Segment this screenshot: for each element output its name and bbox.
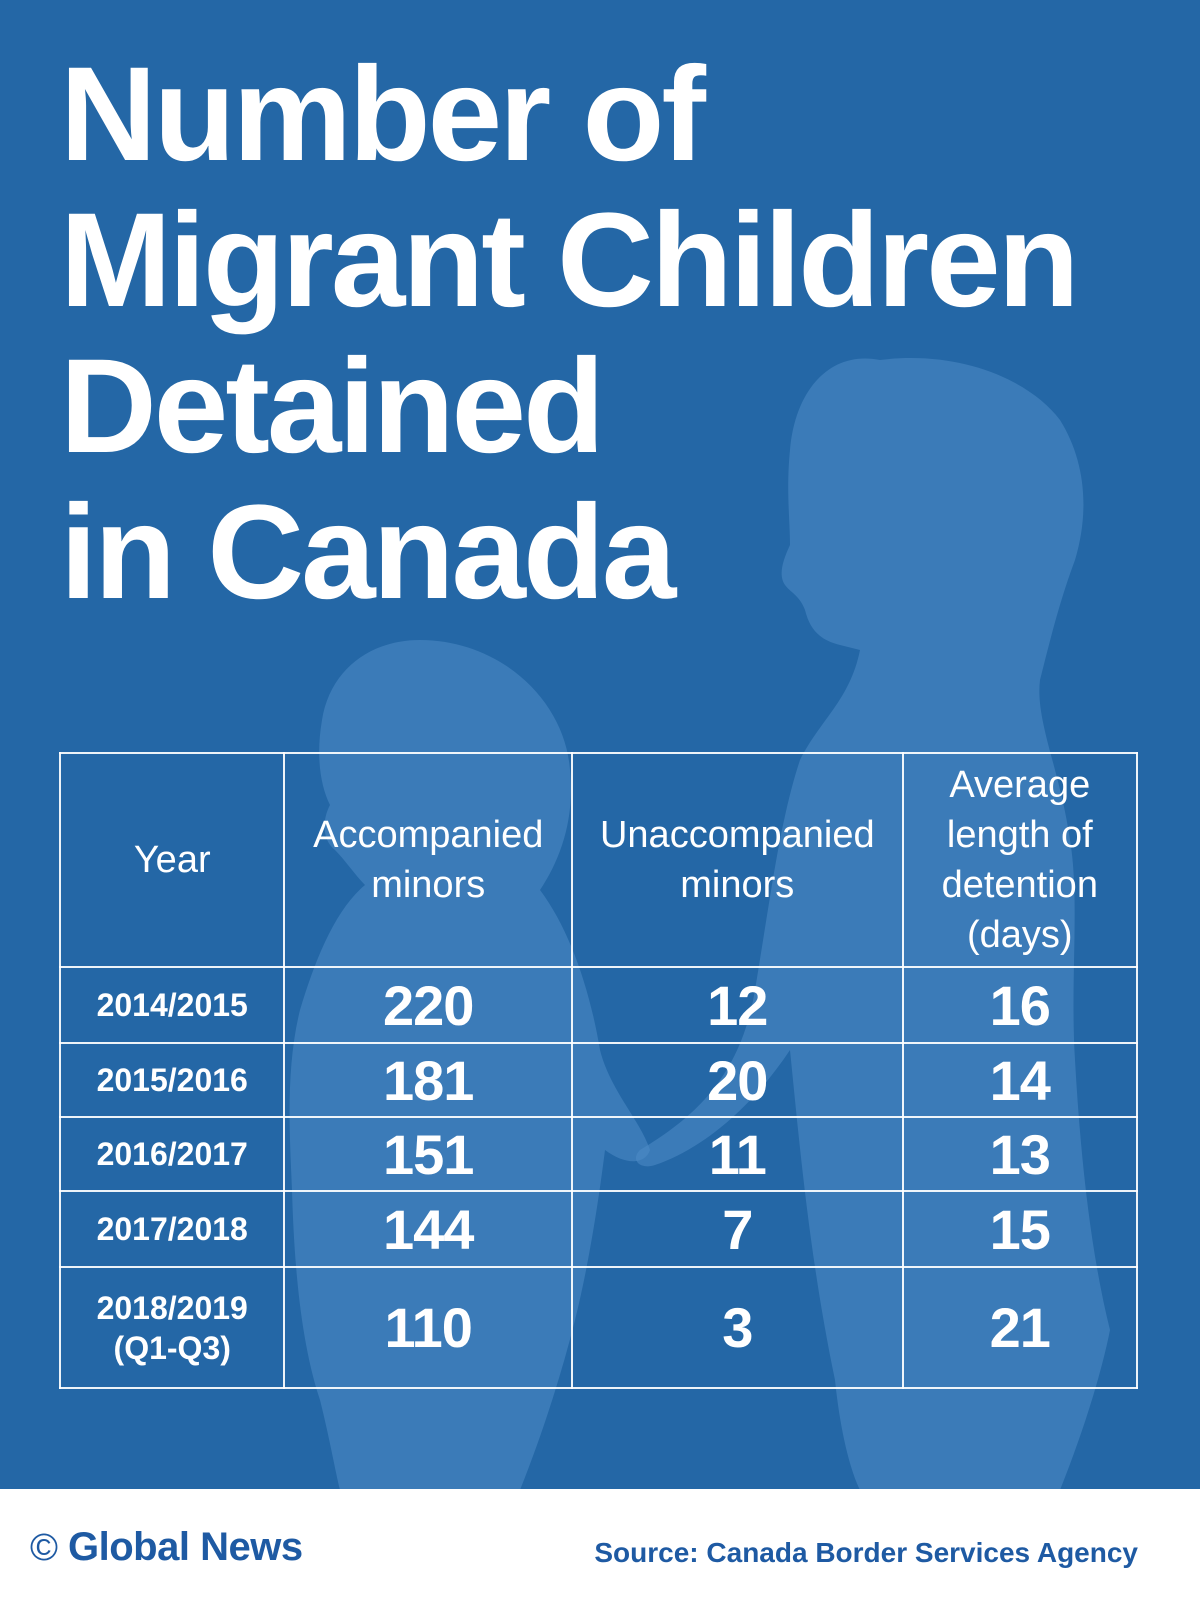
column-header-avg-detention: Average length of detention (days) <box>901 752 1139 968</box>
accompanied-cell: 151 <box>283 1116 573 1192</box>
title-line: Detained <box>60 332 605 481</box>
header-line: Unaccompanied <box>599 814 875 856</box>
year-line: 2015/2016 <box>96 1062 248 1098</box>
accompanied-cell: 181 <box>283 1042 573 1118</box>
unaccompanied-cell: 11 <box>571 1116 904 1192</box>
title-line: Number of <box>60 40 706 189</box>
accompanied-cell: 110 <box>283 1266 573 1389</box>
header-line: Accompanied <box>313 814 544 856</box>
avg-detention-cell: 14 <box>901 1042 1139 1118</box>
footer: © Global News Source: Canada Border Serv… <box>0 1489 1200 1608</box>
year-line: 2014/2015 <box>96 987 248 1023</box>
table-row: 2018/2019 (Q1-Q3) 110 3 21 <box>58 1266 1139 1389</box>
header-line: minors <box>680 864 795 906</box>
year-cell: 2015/2016 <box>58 1042 286 1118</box>
table-row: 2017/2018 144 7 15 <box>58 1190 1139 1268</box>
header-line: detention <box>941 864 1098 906</box>
header-line: (days) <box>967 914 1073 956</box>
brand-logo: © Global News <box>30 1525 303 1570</box>
year-line: (Q1-Q3) <box>113 1329 231 1366</box>
accompanied-cell: 220 <box>283 966 573 1044</box>
column-header-year: Year <box>58 752 286 968</box>
unaccompanied-cell: 7 <box>571 1190 904 1268</box>
source-credit: Source: Canada Border Services Agency <box>594 1537 1138 1568</box>
table-header-row: Year Accompanied minors Unaccompanied mi… <box>58 752 1139 968</box>
header-line: Average <box>949 764 1091 806</box>
year-cell: 2017/2018 <box>58 1190 286 1268</box>
title-line: Migrant Children <box>60 186 1080 335</box>
year-cell: 2014/2015 <box>58 966 286 1044</box>
avg-detention-cell: 16 <box>901 966 1139 1044</box>
year-line: 2017/2018 <box>96 1211 248 1247</box>
avg-detention-cell: 21 <box>901 1266 1139 1389</box>
title-line: in Canada <box>60 478 676 627</box>
avg-detention-cell: 13 <box>901 1116 1139 1192</box>
year-line: 2018/2019 <box>96 1289 248 1326</box>
brand-name: Global News <box>68 1525 303 1569</box>
column-header-unaccompanied: Unaccompanied minors <box>571 752 904 968</box>
unaccompanied-cell: 12 <box>571 966 904 1044</box>
unaccompanied-cell: 20 <box>571 1042 904 1118</box>
header-line: length of <box>946 814 1093 856</box>
infographic-title: Number of Migrant Children Detained in C… <box>60 40 1080 627</box>
year-cell: 2016/2017 <box>58 1116 286 1192</box>
header-line: Year <box>133 839 211 881</box>
table-row: 2015/2016 181 20 14 <box>58 1042 1139 1118</box>
copyright-icon: © <box>30 1526 58 1569</box>
year-line: 2016/2017 <box>96 1136 248 1172</box>
detention-table: Year Accompanied minors Unaccompanied mi… <box>58 752 1139 1389</box>
unaccompanied-cell: 3 <box>571 1266 904 1389</box>
table-row: 2014/2015 220 12 16 <box>58 966 1139 1044</box>
avg-detention-cell: 15 <box>901 1190 1139 1268</box>
accompanied-cell: 144 <box>283 1190 573 1268</box>
table-row: 2016/2017 151 11 13 <box>58 1116 1139 1192</box>
year-cell: 2018/2019 (Q1-Q3) <box>58 1266 286 1389</box>
header-line: minors <box>371 864 486 906</box>
column-header-accompanied: Accompanied minors <box>283 752 573 968</box>
